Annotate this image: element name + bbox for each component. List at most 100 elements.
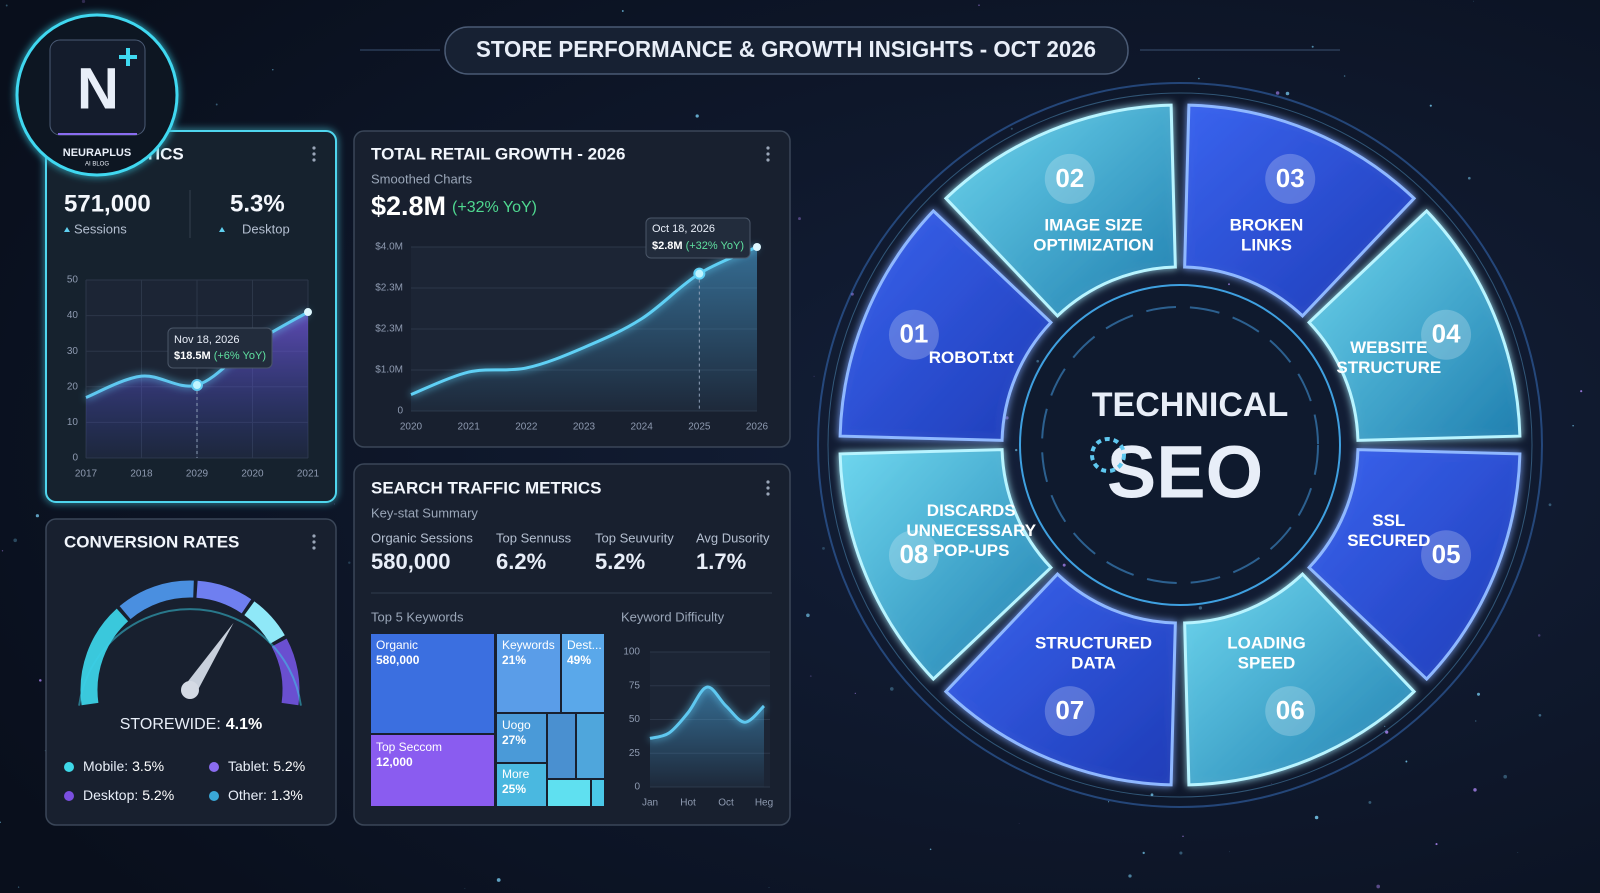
menu-dot [312, 540, 316, 544]
star [1376, 884, 1381, 889]
star [1368, 800, 1372, 804]
tooltip-box [645, 217, 751, 259]
stat-label: Top Seuvurity [595, 530, 674, 545]
star [1271, 783, 1273, 785]
legend-entry: Desktop: 5.2% [83, 787, 174, 803]
stat-value: 6.2% [496, 549, 546, 574]
headline-change: (+32% YoY) [452, 199, 537, 216]
seo-number: 04 [1432, 319, 1461, 349]
star [39, 679, 42, 682]
stat-label: Desktop [242, 221, 290, 236]
y-tick-label: $1.0M [375, 365, 403, 376]
treemap-label: More [502, 767, 530, 781]
seo-segment [838, 448, 1054, 682]
legend-dot [209, 791, 219, 801]
menu-dot [766, 492, 770, 496]
y-tick-label: 50 [67, 275, 79, 286]
seo-number-badge [888, 309, 939, 360]
seo-label: POP-UPS [933, 541, 1010, 560]
end-point [304, 308, 312, 317]
stat-label: Sessions [74, 221, 127, 236]
star [1476, 692, 1481, 696]
seo-label: STRUCTURE [1336, 358, 1441, 377]
seo-number-badge [888, 530, 939, 581]
x-tick-label: 2024 [631, 422, 654, 433]
y-tick-label: 0 [72, 453, 78, 464]
star [81, 0, 86, 4]
legend-label: Other: [228, 787, 267, 803]
up-arrow [219, 227, 225, 232]
seo-number: 05 [1432, 539, 1461, 569]
gear-icon [1090, 437, 1126, 473]
x-tick-label: 2021 [458, 422, 481, 433]
seo-label: IMAGE SIZE [1044, 216, 1142, 235]
seo-number-badge [1265, 686, 1316, 737]
y-tick-label: 10 [67, 417, 79, 428]
seo-segment [1306, 448, 1522, 682]
seo-label: LOADING [1227, 633, 1305, 652]
star [1467, 176, 1471, 180]
storewide: STOREWIDE: 4.1% [120, 716, 263, 733]
star [1228, 851, 1230, 853]
star [1285, 91, 1290, 96]
star [768, 887, 770, 888]
menu-dot [766, 158, 770, 162]
seo-label: WEBSITE [1350, 338, 1427, 357]
line [649, 685, 766, 740]
treemap-value: 12,000 [376, 755, 413, 769]
seo-segment [838, 208, 1054, 442]
seo-label: SSL [1372, 511, 1405, 530]
x-tick-label: 2022 [515, 422, 538, 433]
star [1473, 788, 1477, 792]
stat-value: 1.7% [696, 549, 746, 574]
star [806, 613, 810, 618]
stat-label: Top Sennuss [496, 530, 572, 545]
menu-dot [312, 146, 316, 150]
tooltip-value: $18.5M (+6% YoY) [174, 350, 266, 362]
star [1108, 801, 1110, 803]
star [929, 848, 932, 851]
star [1314, 815, 1319, 820]
seo-number-badge [1265, 153, 1316, 204]
star [1405, 760, 1408, 763]
star [1150, 793, 1154, 797]
seo-number-badge [1044, 686, 1095, 737]
star [889, 687, 894, 691]
tooltip: Nov 18, 2026 $18.5M (+6% YoY) [167, 327, 273, 369]
difficulty-title: Keyword Difficulty [621, 609, 725, 624]
legend-entry: Other: 1.3% [228, 787, 303, 803]
menu-dot [766, 486, 770, 490]
seo-segment [1306, 208, 1522, 442]
tooltip-box [167, 327, 273, 369]
star [464, 888, 466, 889]
search-subtitle: Key-stat Summary [371, 505, 478, 520]
gauge-hub [181, 681, 199, 699]
x-tick-label: 2029 [186, 469, 209, 480]
star [1142, 851, 1145, 855]
treemap-label: Dest... [567, 638, 602, 652]
legend-label: Tablet: [228, 758, 269, 774]
star [1537, 634, 1541, 637]
center-disc [1019, 284, 1341, 606]
treemap-value: 580,000 [376, 653, 420, 667]
legend-label: Desktop: [83, 787, 138, 803]
treemap-cell [497, 764, 546, 806]
menu-dot [766, 152, 770, 156]
retail-title: TOTAL RETAIL GROWTH - 2026 [371, 144, 625, 163]
y-tick-label: 0 [397, 406, 403, 417]
star [978, 4, 980, 6]
gauge-arc [80, 608, 129, 706]
star [1435, 843, 1438, 846]
star [17, 886, 20, 888]
legend-dot [209, 762, 219, 772]
star [496, 878, 501, 882]
tooltip: Oct 18, 2026 $2.8M (+32% YoY) [645, 217, 751, 259]
menu-dot [312, 534, 316, 538]
legend-entry: Tablet: 5.2% [228, 758, 305, 774]
star [822, 546, 825, 550]
star [850, 292, 854, 296]
end-point [753, 243, 761, 251]
star [5, 4, 8, 7]
gauge-arc [271, 638, 300, 706]
